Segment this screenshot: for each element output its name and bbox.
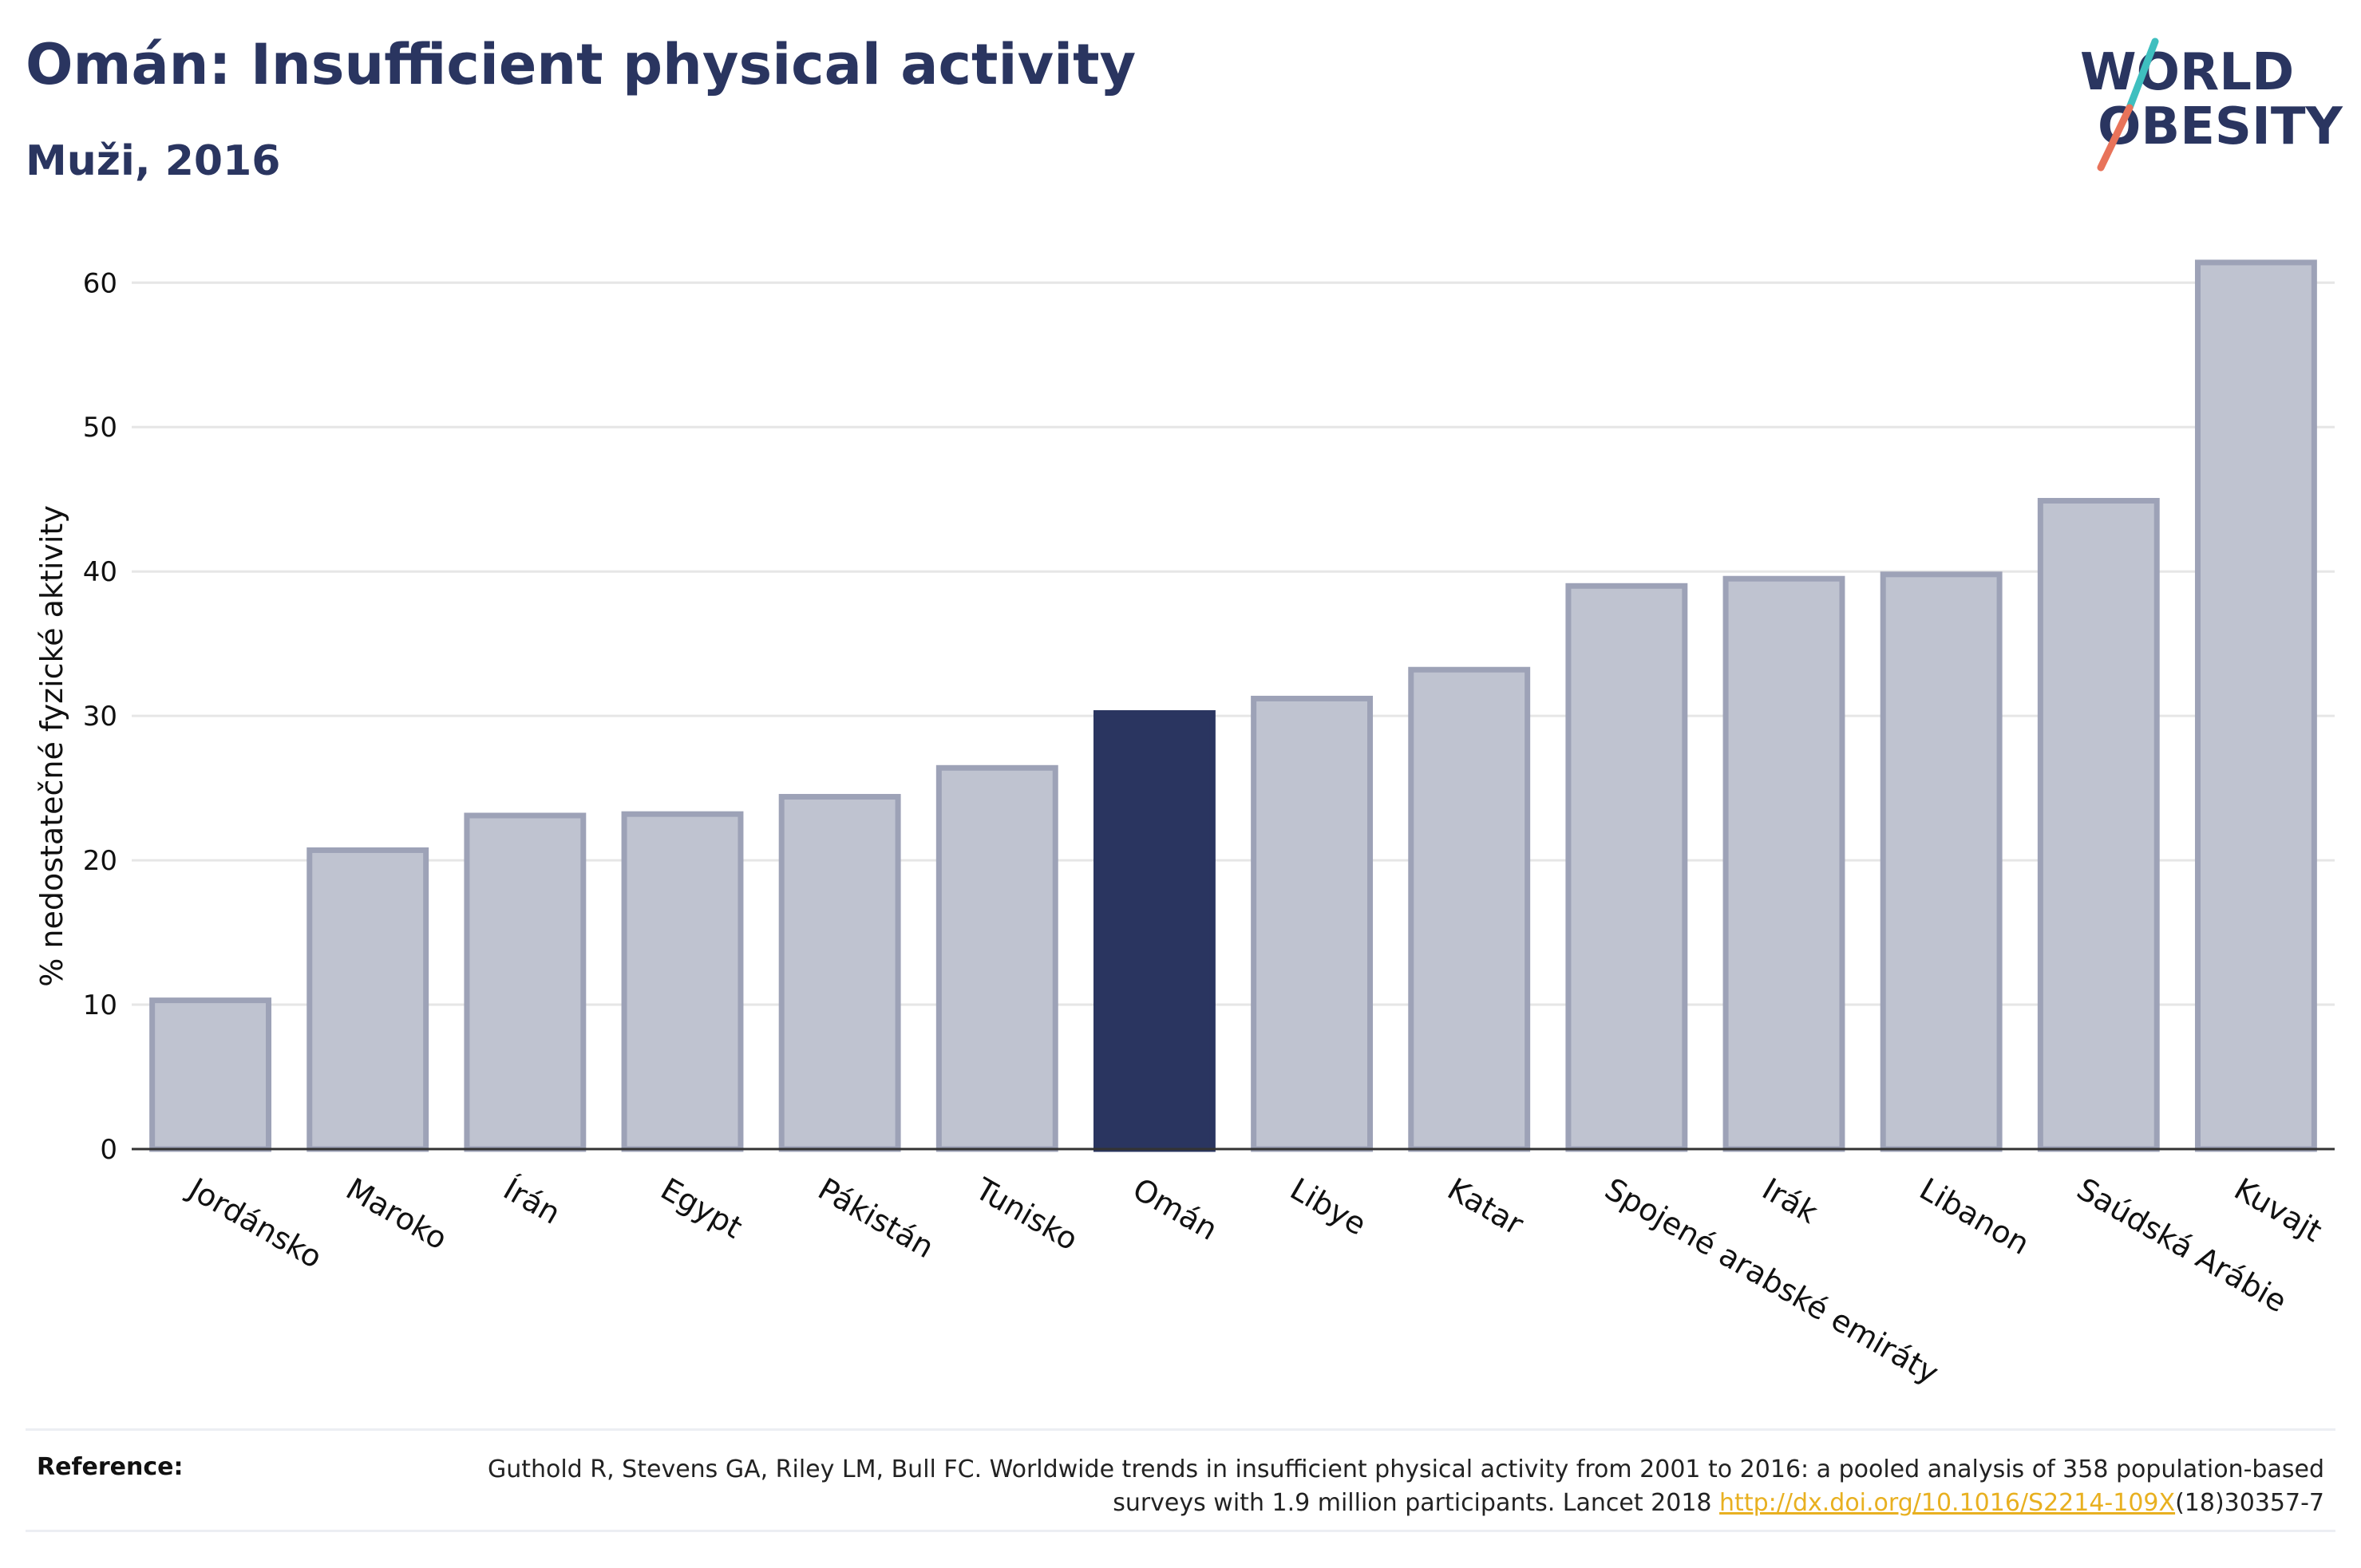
bar-tunisko[interactable]	[935, 764, 1058, 1152]
y-tick-label: 0	[100, 1134, 117, 1166]
y-tick-label: 30	[83, 701, 117, 733]
bar-spojené-arabské-emiráty[interactable]	[1565, 583, 1688, 1152]
reference-label: Reference:	[37, 1453, 184, 1481]
bar-pákistán[interactable]	[778, 793, 901, 1152]
logo-line-2: OBESITY	[2098, 97, 2343, 156]
x-tick-label: Maroko	[340, 1171, 453, 1257]
x-tick-label: Libanon	[1914, 1171, 2035, 1262]
reference-link[interactable]: http://dx.doi.org/10.1016/S2214-109X	[1719, 1489, 2176, 1517]
bar-irák[interactable]	[1722, 575, 1845, 1152]
y-axis-title: % nedostatečné fyzické aktivity	[34, 505, 69, 987]
bar-saúdská-arábie[interactable]	[2037, 498, 2160, 1152]
y-tick-label: 10	[83, 989, 117, 1021]
y-tick-label: 60	[83, 267, 117, 299]
bar-katar[interactable]	[1408, 666, 1531, 1152]
logo-line-1: WORLD	[2080, 43, 2294, 102]
reference-citation: Guthold R, Stevens GA, Riley LM, Bull FC…	[487, 1455, 2324, 1517]
x-tick-label: Katar	[1442, 1171, 1529, 1242]
bar-chart: 0 10 20 30 40 50 60 Jordánsko Maroko Írán Egypt Pá…	[34, 259, 2335, 1391]
x-tick-label: Omán	[1127, 1171, 1224, 1247]
reference-text: Guthold R, Stevens GA, Riley LM, Bull FC…	[409, 1453, 2324, 1520]
reference-citation-suffix: (18)30357-7	[2175, 1489, 2324, 1517]
y-tick-label: 40	[83, 556, 117, 588]
bar-libanon[interactable]	[1880, 571, 2003, 1152]
bars	[149, 259, 2317, 1152]
bar-jordánsko[interactable]	[149, 997, 272, 1152]
gridlines	[132, 281, 2335, 1006]
x-tick-label: Irák	[1757, 1171, 1824, 1230]
x-tick-label: Pákistán	[813, 1171, 940, 1266]
y-tick-label: 50	[83, 412, 117, 444]
bar-egypt[interactable]	[621, 811, 744, 1152]
y-tick-label: 20	[83, 845, 117, 877]
reference-footer: Reference: Guthold R, Stevens GA, Riley …	[26, 1428, 2335, 1532]
x-tick-labels: Jordánsko Maroko Írán Egypt Pákistán Tunisko O…	[181, 1171, 2327, 1391]
bar-maroko[interactable]	[306, 847, 429, 1152]
logo-slash-top	[2126, 38, 2159, 112]
logo-slash-bottom	[2097, 104, 2134, 172]
x-tick-label: Tunisko	[969, 1171, 1084, 1258]
bar-írán[interactable]	[464, 812, 587, 1152]
x-tick-label: Libye	[1284, 1171, 1372, 1242]
chart-title: Omán: Insufficient physical activity	[26, 32, 1137, 97]
x-tick-label: Írán	[497, 1171, 566, 1231]
world-obesity-logo: WORLD OBESITY	[2080, 38, 2343, 172]
bar-libye[interactable]	[1251, 695, 1374, 1152]
bar-kuvajt[interactable]	[2194, 259, 2317, 1152]
chart-subtitle: Muži, 2016	[26, 137, 281, 185]
y-tick-labels: 0 10 20 30 40 50 60	[83, 267, 117, 1166]
bar-omán[interactable]	[1093, 710, 1216, 1152]
x-tick-label: Jordánsko	[181, 1171, 328, 1275]
x-tick-label: Kuvajt	[2229, 1171, 2327, 1249]
x-tick-label: Egypt	[655, 1171, 749, 1246]
